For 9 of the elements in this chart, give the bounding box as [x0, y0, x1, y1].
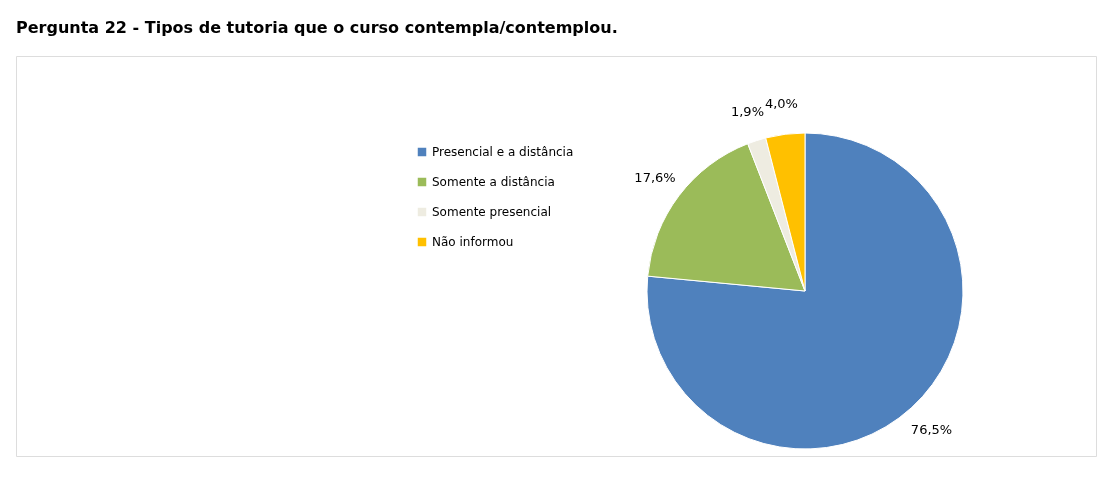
legend-label: Não informou	[432, 235, 514, 249]
legend-label: Somente presencial	[432, 205, 552, 219]
data-label: 4,0%	[764, 96, 798, 112]
legend-label: Presencial e a distância	[432, 145, 574, 159]
data-label: 17,6%	[634, 169, 676, 185]
data-label: 1,9%	[730, 104, 764, 120]
legend-label: Somente a distância	[432, 175, 555, 189]
data-label: 76,5%	[910, 422, 953, 438]
chart-title: Pergunta 22 - Tipos de tutoria que o curso contempla/contemplou.	[16, 18, 618, 37]
